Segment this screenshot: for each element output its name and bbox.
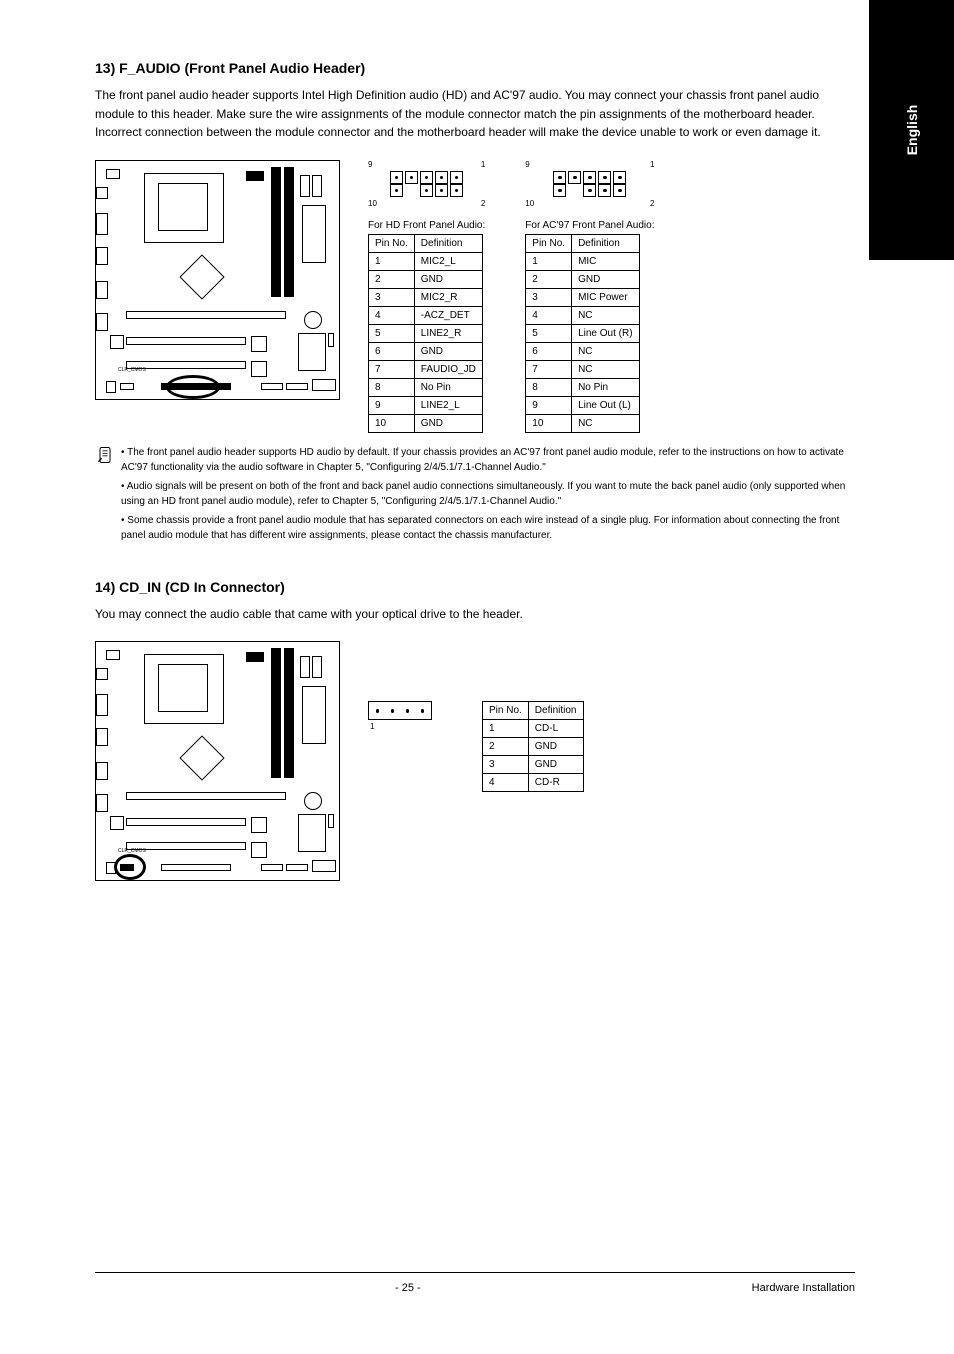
section-13: 13) F_AUDIO (Front Panel Audio Header) T…	[95, 60, 855, 543]
section-13-row: CLR_CMOS 91	[95, 160, 855, 433]
page-content: 13) F_AUDIO (Front Panel Audio Header) T…	[95, 60, 855, 881]
ac97-table: Pin No.Definition 1MIC 2GND 3MIC Power 4…	[525, 234, 639, 433]
hd-audio-block: 91	[368, 160, 485, 433]
page-footer: - 25 - Hardware Installation	[95, 1282, 855, 1294]
section-13-pins: 91	[368, 160, 855, 433]
cdin-pinout-icon	[368, 701, 432, 720]
cdin-table: Pin No.Definition 1CD-L 2GND 3GND 4CD-R	[482, 701, 584, 792]
ac97-label: For AC'97 Front Panel Audio:	[525, 220, 654, 231]
section-14: 14) CD_IN (CD In Connector) You may conn…	[95, 579, 855, 882]
hd-table: Pin No.Definition 1MIC2_L 2GND 3MIC2_R 4…	[368, 234, 483, 433]
side-tab-label: English	[904, 105, 920, 156]
footer-page-num: - 25 -	[395, 1282, 421, 1294]
hd-label: For HD Front Panel Audio:	[368, 220, 485, 231]
section-13-notes: • The front panel audio header supports …	[95, 445, 855, 543]
side-tab: English	[869, 0, 954, 260]
section-14-title: 14) CD_IN (CD In Connector)	[95, 579, 855, 595]
mobo-diagram-cdin: CLR_CMOS	[95, 641, 340, 881]
note-icon	[95, 445, 115, 465]
section-13-title: 13) F_AUDIO (Front Panel Audio Header)	[95, 60, 855, 76]
section-14-desc: You may connect the audio cable that cam…	[95, 605, 855, 624]
hd-pinout-icon	[390, 171, 463, 197]
footer-section: Hardware Installation	[752, 1282, 855, 1294]
section-14-row: CLR_CMOS 1 Pin No.Definition	[95, 641, 855, 881]
ac97-pinout-icon	[553, 171, 626, 197]
section-13-desc: The front panel audio header supports In…	[95, 86, 855, 142]
ac97-audio-block: 91	[525, 160, 654, 433]
mobo-diagram-faudio: CLR_CMOS	[95, 160, 340, 400]
section-14-pins: 1 Pin No.Definition 1CD-L 2GND 3GND 4CD-…	[368, 641, 855, 792]
cdin-pinout: 1	[368, 701, 432, 731]
